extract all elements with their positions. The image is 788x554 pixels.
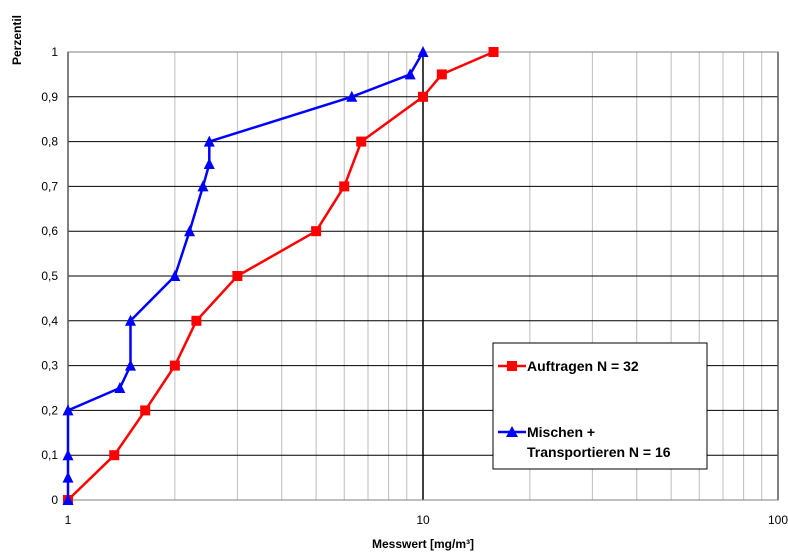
data-point-triangle [417, 46, 429, 57]
tick-labels: 0 0,1 0,2 0,3 0,4 0,5 0,6 0,7 0,8 0,9 1 1 10 100 [41, 45, 788, 527]
y-tick-label: 0,2 [41, 403, 58, 417]
data-point-triangle [125, 359, 137, 371]
legend-label-auftragen: Auftragen N = 32 [527, 358, 639, 374]
data-point-triangle [197, 180, 209, 192]
data-point-square [418, 91, 428, 102]
series-mischen-transportieren [62, 46, 429, 505]
data-point-triangle [404, 68, 416, 80]
y-tick-label: 1 [51, 45, 58, 59]
legend-label-mischen-line2: Transportieren N = 16 [527, 444, 671, 460]
legend-marker-mischen [506, 426, 518, 437]
y-tick-label: 0 [51, 493, 58, 507]
data-point-square [436, 69, 447, 80]
data-point-triangle [62, 471, 74, 483]
data-point-square [169, 360, 180, 371]
y-tick-label: 0,6 [41, 224, 58, 238]
legend-box [492, 342, 708, 470]
data-point-square [356, 136, 367, 147]
data-point-triangle [346, 90, 358, 102]
y-tick-label: 0,9 [41, 90, 58, 104]
data-point-square [109, 450, 120, 461]
x-axis-title: Messwert [mg/m³] [372, 537, 474, 551]
data-point-triangle [203, 158, 215, 169]
data-point-square [191, 315, 202, 326]
data-point-triangle [62, 404, 74, 416]
y-tick-label: 0,7 [41, 179, 58, 193]
legend: Auftragen N = 32 Mischen + Transportiere… [492, 342, 708, 470]
data-point-square [232, 271, 243, 281]
legend-marker-auftragen [507, 361, 517, 371]
y-tick-label: 0,3 [41, 359, 58, 373]
y-tick-label: 0,4 [41, 314, 58, 328]
y-axis-title: Perzentil [10, 15, 24, 65]
y-tick-label: 0,5 [41, 269, 58, 283]
data-point-square [311, 226, 322, 237]
y-tick-label: 0,8 [41, 135, 58, 149]
data-point-triangle [125, 314, 137, 326]
x-tick-label: 1 [65, 513, 72, 527]
data-point-triangle [62, 449, 74, 461]
data-point-triangle [114, 382, 126, 393]
data-point-triangle [184, 225, 196, 237]
x-tick-label: 10 [416, 513, 430, 527]
legend-label-mischen-line1: Mischen + [527, 424, 595, 440]
x-tick-label: 100 [768, 513, 788, 527]
data-point-triangle [62, 494, 74, 505]
series-layer [62, 46, 499, 505]
series-auftragen [63, 47, 499, 505]
data-point-triangle [169, 270, 181, 281]
data-point-square [488, 47, 499, 57]
data-point-square [339, 181, 350, 192]
y-tick-label: 0,1 [41, 448, 58, 462]
data-point-triangle [203, 135, 215, 147]
data-point-square [140, 405, 151, 416]
